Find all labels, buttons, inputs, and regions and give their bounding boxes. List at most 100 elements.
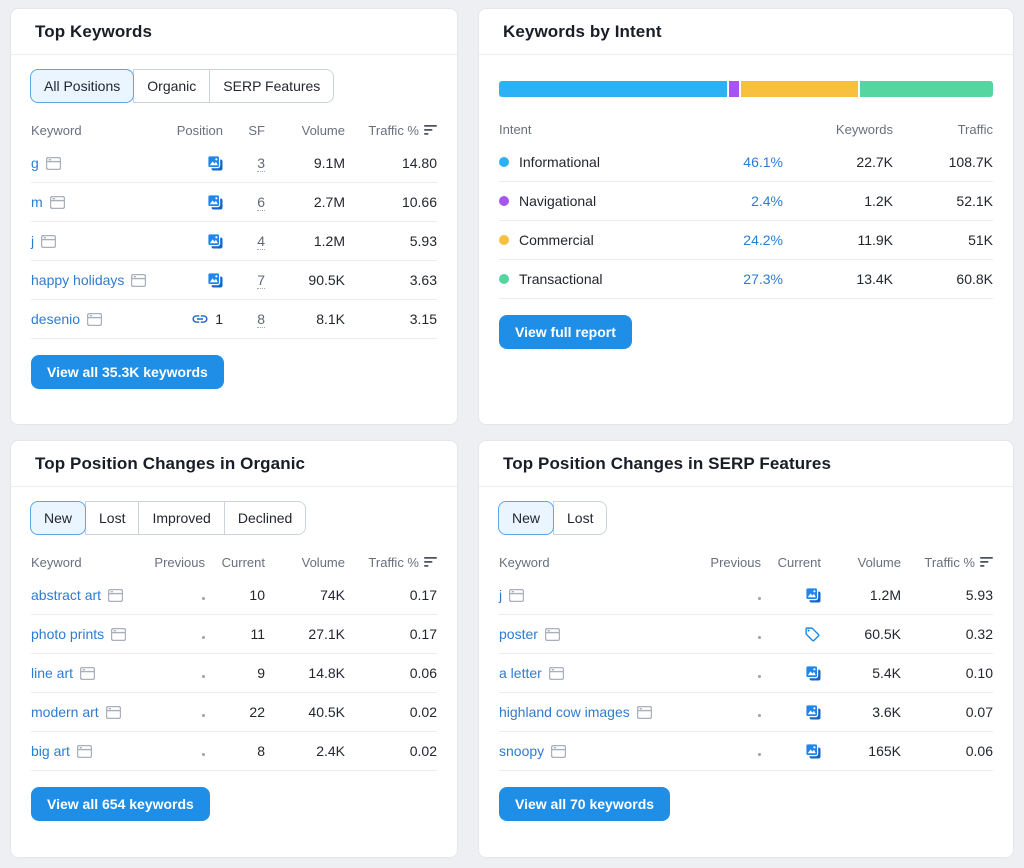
col-traffic: Traffic % <box>345 123 437 138</box>
intent-bar-commercial[interactable] <box>738 81 859 97</box>
traffic-value: 5.93 <box>409 233 437 249</box>
serp-snapshot-icon[interactable] <box>551 744 567 758</box>
previous-value <box>141 665 205 681</box>
intent-bar-informational[interactable] <box>499 81 727 97</box>
keyword-link[interactable]: highland cow images <box>499 704 630 720</box>
organic-changes-tabs: New Lost Improved Declined <box>30 501 307 535</box>
intent-percent-link[interactable]: 46.1% <box>743 154 783 170</box>
traffic-value: 3.15 <box>409 311 437 327</box>
intent-color-dot <box>499 157 509 167</box>
serp-changes-tabs: New Lost <box>498 501 608 535</box>
panel-top-keywords-header: Top Keywords <box>11 9 457 55</box>
keyword-link[interactable]: poster <box>499 626 538 642</box>
intent-bar-transactional[interactable] <box>858 81 993 97</box>
sort-descending-icon[interactable] <box>424 124 437 136</box>
sf-count[interactable]: 8 <box>257 311 265 328</box>
tab-lost[interactable]: Lost <box>85 501 139 535</box>
tab-organic[interactable]: Organic <box>133 69 210 103</box>
volume-value: 3.6K <box>872 704 901 720</box>
tab-serp-features[interactable]: SERP Features <box>209 69 335 103</box>
serp-snapshot-icon[interactable] <box>544 627 560 641</box>
col-current: Current <box>777 554 821 570</box>
serp-snapshot-icon[interactable] <box>636 705 652 719</box>
keyword-link[interactable]: abstract art <box>31 587 102 603</box>
serp-snapshot-icon[interactable] <box>131 273 147 287</box>
keyword-link[interactable]: snoopy <box>499 743 545 759</box>
keyword-link[interactable]: modern art <box>31 704 99 720</box>
sf-count[interactable]: 4 <box>257 233 265 250</box>
table-row: happy holidays 7 90.5K 3.63 <box>31 261 437 300</box>
sort-descending-icon[interactable] <box>980 556 993 568</box>
images-feature-icon[interactable] <box>805 743 821 759</box>
view-all-keywords-button[interactable]: View all 35.3K keywords <box>31 355 224 389</box>
traffic-value: 0.06 <box>965 743 993 759</box>
intent-traffic-value: 52.1K <box>956 193 993 209</box>
table-row: j 4 1.2M 5.93 <box>31 222 437 261</box>
images-feature-icon[interactable] <box>207 272 223 288</box>
top-keywords-table: Keyword Position SF Volume Traffic % g 3… <box>31 116 437 339</box>
sf-count[interactable]: 3 <box>257 155 265 172</box>
serp-snapshot-icon[interactable] <box>509 588 525 602</box>
sf-count[interactable]: 7 <box>257 272 265 289</box>
serp-snapshot-icon[interactable] <box>41 234 57 248</box>
keyword-link[interactable]: g <box>31 155 39 171</box>
intent-distribution-bar[interactable] <box>499 81 993 97</box>
serp-snapshot-icon[interactable] <box>80 666 96 680</box>
images-feature-icon[interactable] <box>805 704 821 720</box>
keyword-link[interactable]: happy holidays <box>31 272 125 288</box>
panel-keywords-by-intent: Keywords by Intent Intent Keywords Traff… <box>478 8 1014 425</box>
traffic-value: 5.93 <box>965 587 993 603</box>
images-feature-icon[interactable] <box>805 587 821 603</box>
serp-snapshot-icon[interactable] <box>108 588 124 602</box>
view-all-keywords-button[interactable]: View all 654 keywords <box>31 787 210 821</box>
serp-snapshot-icon[interactable] <box>548 666 564 680</box>
tab-new[interactable]: New <box>30 501 87 535</box>
tab-all-positions[interactable]: All Positions <box>30 69 135 103</box>
link-feature-icon[interactable] <box>191 310 209 328</box>
keyword-link[interactable]: j <box>499 587 503 603</box>
col-volume: Volume <box>301 122 345 138</box>
intent-bar-navigational[interactable] <box>726 81 739 97</box>
serp-snapshot-icon[interactable] <box>49 195 65 209</box>
intent-percent-link[interactable]: 24.2% <box>743 232 783 248</box>
col-traffic: Traffic % <box>345 555 437 570</box>
serp-snapshot-icon[interactable] <box>105 705 121 719</box>
keyword-link[interactable]: photo prints <box>31 626 105 642</box>
tab-new[interactable]: New <box>498 501 555 535</box>
keyword-link[interactable]: a letter <box>499 665 542 681</box>
keyword-link[interactable]: big art <box>31 743 70 759</box>
current-value: 11 <box>250 626 265 642</box>
tab-lost[interactable]: Lost <box>553 501 608 535</box>
keyword-link[interactable]: desenio <box>31 311 81 327</box>
panel-serp-changes-header: Top Position Changes in SERP Features <box>479 441 1013 487</box>
serp-snapshot-icon[interactable] <box>45 156 61 170</box>
tab-improved[interactable]: Improved <box>138 501 224 535</box>
previous-value <box>141 704 205 720</box>
previous-value <box>697 704 761 720</box>
tab-declined[interactable]: Declined <box>223 501 307 535</box>
images-feature-icon[interactable] <box>207 155 223 171</box>
images-feature-icon[interactable] <box>805 665 821 681</box>
sort-descending-icon[interactable] <box>424 556 437 568</box>
keyword-link[interactable]: j <box>31 233 35 249</box>
serp-snapshot-icon[interactable] <box>111 627 127 641</box>
traffic-value: 0.17 <box>409 626 437 642</box>
keyword-link[interactable]: m <box>31 194 43 210</box>
intent-row: Navigational 2.4% 1.2K 52.1K <box>499 182 993 221</box>
images-feature-icon[interactable] <box>207 233 223 249</box>
volume-value: 165K <box>868 743 901 759</box>
view-full-report-button[interactable]: View full report <box>499 315 632 349</box>
traffic-value: 0.07 <box>965 704 993 720</box>
images-feature-icon[interactable] <box>207 194 223 210</box>
intent-percent-link[interactable]: 2.4% <box>751 193 783 209</box>
sf-count[interactable]: 6 <box>257 194 265 211</box>
intent-percent-link[interactable]: 27.3% <box>743 271 783 287</box>
tag-feature-icon[interactable] <box>804 626 821 643</box>
serp-changes-table: Keyword Previous Current Volume Traffic … <box>499 548 993 771</box>
serp-snapshot-icon[interactable] <box>87 312 103 326</box>
view-all-keywords-button[interactable]: View all 70 keywords <box>499 787 671 821</box>
serp-snapshot-icon[interactable] <box>76 744 92 758</box>
keyword-link[interactable]: line art <box>31 665 74 681</box>
traffic-value: 0.06 <box>409 665 437 681</box>
current-value: 8 <box>257 743 265 759</box>
